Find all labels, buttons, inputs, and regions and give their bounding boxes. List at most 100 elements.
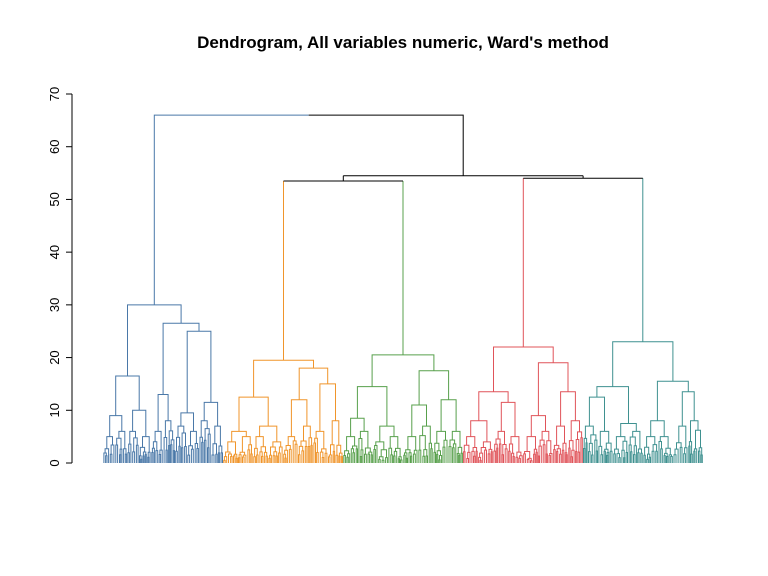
dendrogram-link bbox=[498, 443, 502, 463]
dendrogram-link bbox=[683, 453, 686, 463]
dendrogram-link bbox=[648, 456, 651, 463]
dendrogram-link bbox=[215, 453, 218, 463]
dendrogram-link bbox=[458, 454, 461, 463]
dendrogram-link bbox=[175, 450, 178, 463]
dendrogram-link bbox=[419, 435, 426, 451]
dendrogram-link bbox=[381, 459, 385, 463]
dendrogram-link bbox=[603, 450, 606, 463]
dendrogram-link bbox=[630, 451, 633, 463]
dendrogram-link bbox=[235, 457, 238, 463]
dendrogram-link bbox=[482, 441, 491, 450]
dendrogram-link bbox=[261, 455, 264, 463]
dendrogram-link bbox=[595, 450, 598, 463]
dendrogram-link bbox=[633, 454, 636, 463]
dendrogram-link bbox=[652, 444, 658, 452]
dendrogram-link bbox=[105, 455, 108, 463]
root-link-right bbox=[308, 114, 464, 176]
dendrogram-link bbox=[164, 420, 172, 438]
dendrogram-link bbox=[663, 455, 666, 463]
dendrogram-link bbox=[695, 429, 701, 449]
dendrogram-link bbox=[410, 455, 413, 463]
dendrogram-link bbox=[640, 452, 643, 463]
dendrogram-link bbox=[328, 456, 331, 463]
dendrogram-link bbox=[412, 453, 416, 463]
dendrogram-link bbox=[463, 451, 466, 463]
dendrogram-link bbox=[457, 446, 463, 454]
dendrogram-link bbox=[385, 457, 388, 463]
dendrogram-link bbox=[119, 454, 122, 463]
dendrogram-link bbox=[530, 460, 533, 463]
dendrogram-link bbox=[651, 450, 655, 463]
dendrogram-link bbox=[300, 440, 307, 447]
y-tick-label: 40 bbox=[47, 245, 62, 259]
dendrogram-links bbox=[103, 114, 703, 463]
dendrogram-link bbox=[275, 455, 278, 463]
dendrogram-link bbox=[144, 453, 147, 463]
dendrogram-link bbox=[308, 437, 313, 447]
dendrogram-link bbox=[618, 457, 621, 463]
dendrogram-link bbox=[423, 449, 428, 457]
dendrogram-link bbox=[666, 456, 669, 463]
dendrogram-link bbox=[545, 453, 548, 463]
cluster-root-link bbox=[493, 346, 554, 392]
dendrogram-link bbox=[553, 449, 556, 463]
dendrogram-link bbox=[583, 448, 586, 463]
dendrogram-link bbox=[466, 458, 469, 463]
dendrogram-link bbox=[350, 417, 365, 437]
dendrogram-link bbox=[600, 454, 604, 463]
dendrogram-link bbox=[124, 453, 128, 463]
dendrogram-link bbox=[407, 436, 417, 451]
dendrogram-link bbox=[615, 436, 626, 450]
dendrogram-link bbox=[575, 439, 580, 453]
dendrogram-link bbox=[537, 455, 540, 463]
dendrogram-link bbox=[352, 452, 355, 463]
dendrogram-link bbox=[187, 454, 191, 463]
dendrogram-link bbox=[497, 430, 505, 445]
dendrogram-link bbox=[184, 446, 187, 463]
dendrogram-link bbox=[335, 454, 339, 463]
dendrogram-link bbox=[203, 439, 207, 463]
y-tick-label: 50 bbox=[47, 192, 62, 206]
dendrogram-link bbox=[230, 456, 233, 463]
dendrogram-link bbox=[473, 455, 476, 463]
dendrogram-link bbox=[475, 450, 478, 463]
dendrogram-link bbox=[670, 456, 673, 463]
dendrogram-link bbox=[389, 436, 399, 449]
dendrogram-link bbox=[397, 458, 400, 463]
dendrogram-link bbox=[390, 454, 393, 463]
dendrogram-link bbox=[256, 454, 259, 463]
dendrogram-link bbox=[190, 448, 194, 463]
dendrogram-link bbox=[422, 455, 426, 463]
cluster-root-link bbox=[127, 304, 182, 376]
dendrogram-link bbox=[140, 458, 143, 463]
dendrogram-link bbox=[127, 452, 130, 463]
dendrogram-link bbox=[575, 451, 578, 463]
cluster-root-link bbox=[253, 359, 314, 398]
dendrogram-link bbox=[577, 451, 581, 463]
dendrogram-link bbox=[364, 447, 371, 455]
dendrogram-link bbox=[109, 415, 123, 437]
dendrogram-link bbox=[452, 447, 455, 463]
dendrogram-link bbox=[493, 450, 497, 463]
dendrogram-link bbox=[535, 451, 538, 463]
dendrogram-link bbox=[496, 447, 499, 463]
dendrogram-link bbox=[546, 440, 552, 454]
dendrogram-link bbox=[650, 420, 665, 437]
dendrogram-link bbox=[151, 452, 154, 463]
dendrogram-link bbox=[355, 448, 358, 463]
dendrogram-link bbox=[233, 455, 236, 463]
dendrogram-link bbox=[338, 455, 341, 463]
dendrogram-link bbox=[242, 456, 245, 463]
dendrogram-link bbox=[170, 444, 173, 463]
dendrogram-link bbox=[637, 448, 642, 454]
dendrogram-link bbox=[561, 449, 565, 463]
dendrogram-link bbox=[700, 454, 703, 463]
dendrogram-link bbox=[214, 425, 221, 446]
dendrogram-link bbox=[207, 447, 210, 463]
dendrogram-link bbox=[620, 423, 637, 437]
dendrogram-link bbox=[613, 453, 616, 463]
dendrogram-link bbox=[217, 452, 221, 463]
dendrogram-link bbox=[250, 453, 253, 463]
dendrogram-link bbox=[487, 453, 491, 463]
dendrogram-link bbox=[186, 330, 212, 413]
